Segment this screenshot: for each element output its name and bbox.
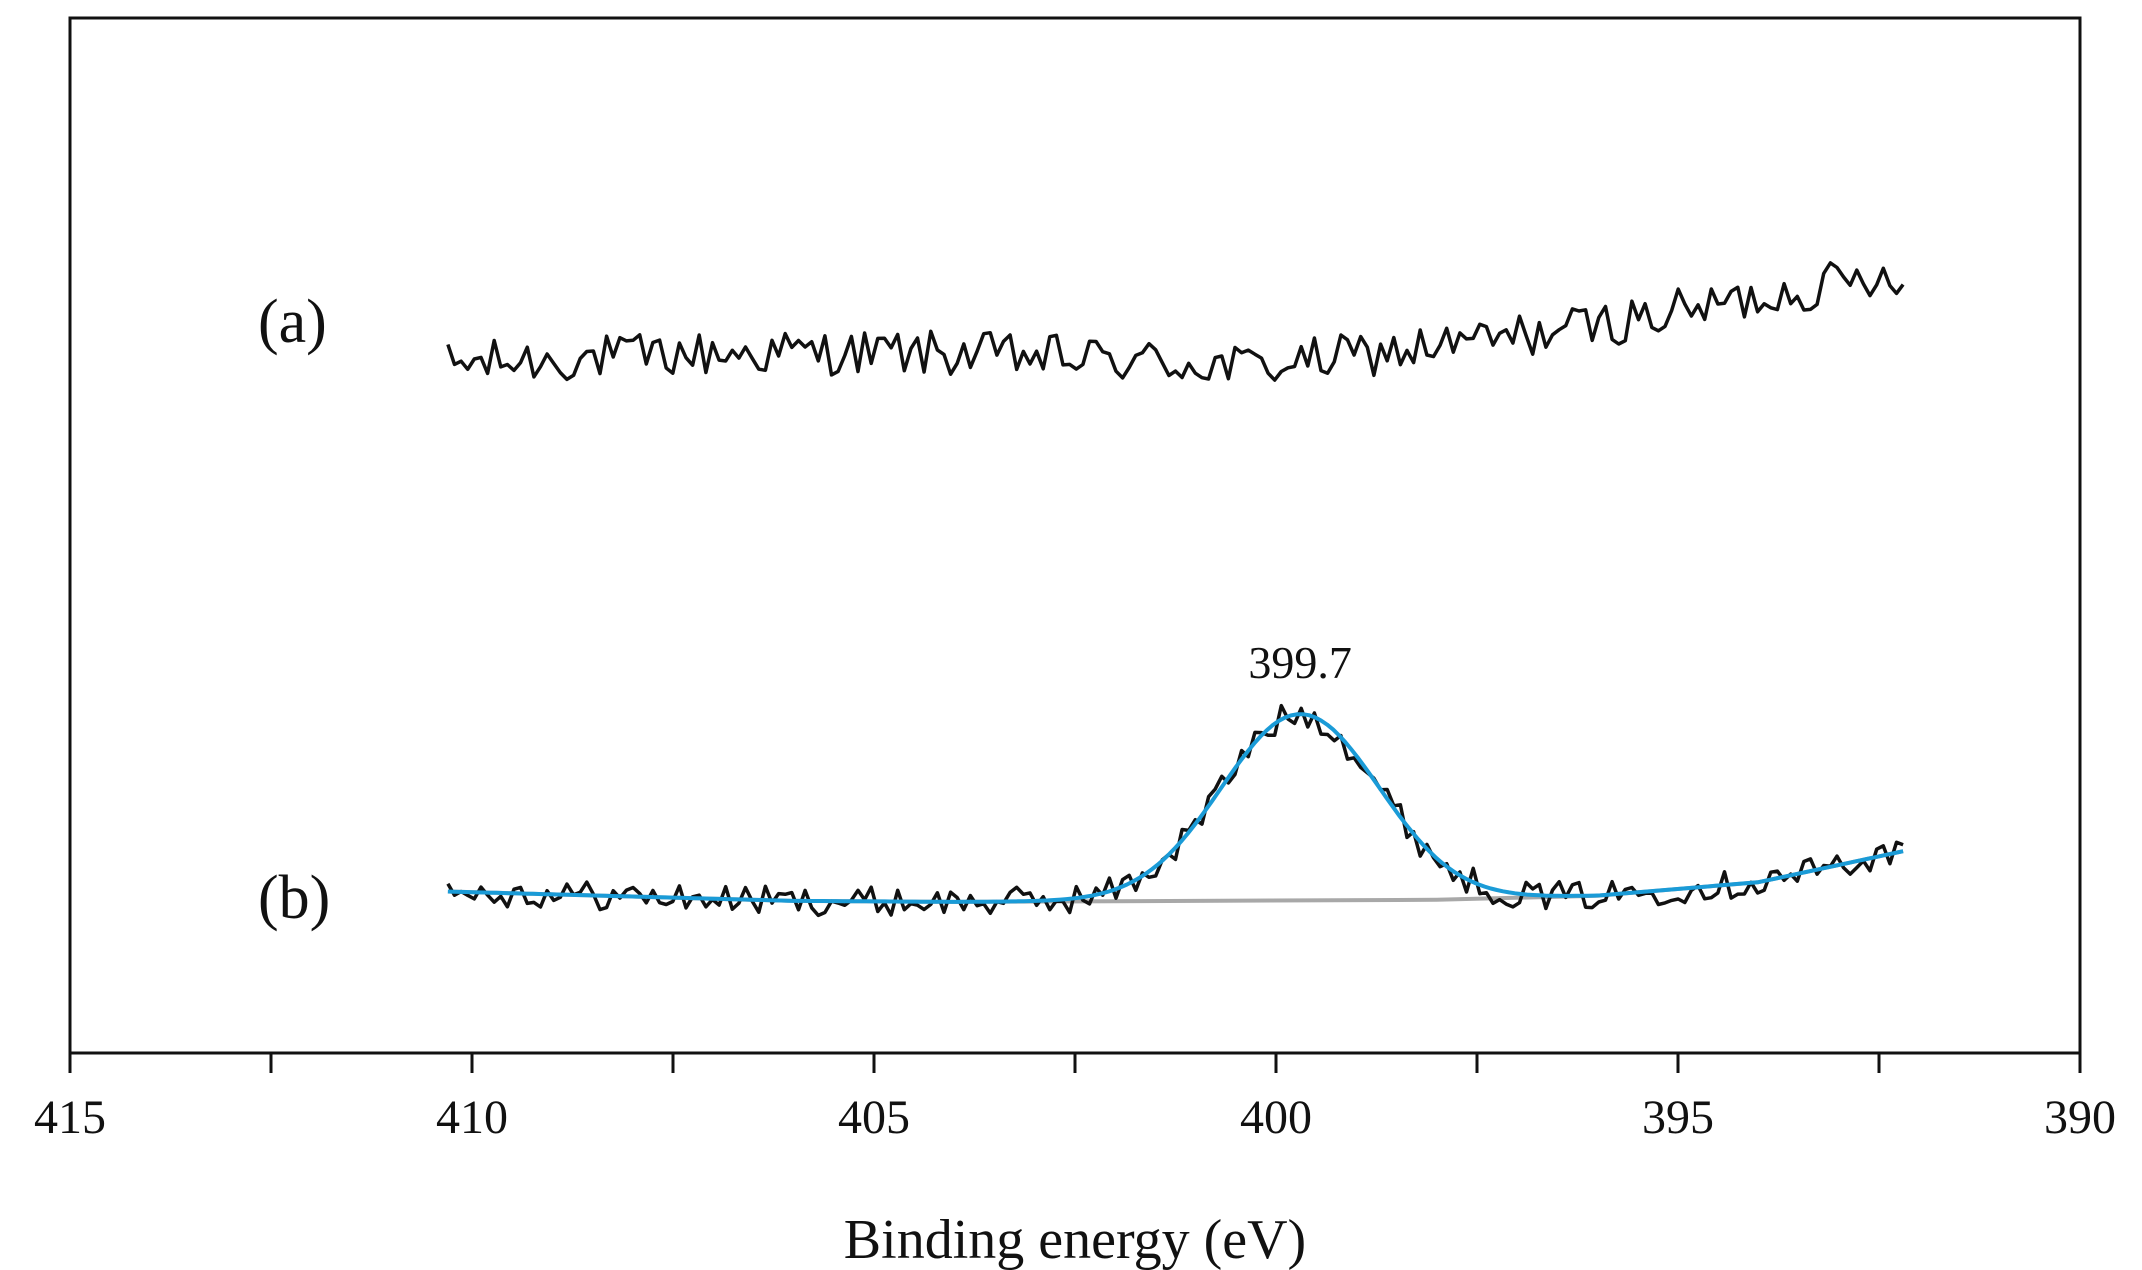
- series-label-b: (b): [258, 864, 330, 932]
- x-axis-ticks: [68, 1053, 2082, 1073]
- x-tick-label: 415: [34, 1091, 106, 1144]
- x-axis-tick-labels: 415 410 405 400 395 390: [34, 1091, 2116, 1144]
- series-layer: [446, 261, 1905, 918]
- x-axis-title: Binding energy (eV): [844, 1209, 1306, 1270]
- x-tick-label: 395: [1642, 1091, 1714, 1144]
- x-tick-label: 390: [2044, 1091, 2116, 1144]
- spectrum-line-b: [446, 703, 1904, 918]
- peak-annotation: 399.7: [1248, 637, 1352, 688]
- x-tick-label: 400: [1240, 1091, 1312, 1144]
- x-tick-label: 410: [436, 1091, 508, 1144]
- series-label-a: (a): [258, 288, 327, 356]
- fitted-peak-line: [447, 712, 1904, 904]
- spectrum-line-a: [446, 261, 1905, 382]
- x-tick-label: 405: [838, 1091, 910, 1144]
